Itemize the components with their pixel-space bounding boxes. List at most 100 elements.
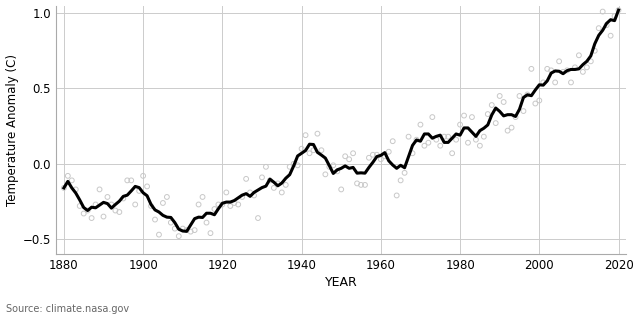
Point — [186, 229, 196, 234]
Point — [324, 164, 335, 169]
Point — [526, 66, 536, 71]
Y-axis label: Temperature Anomaly (C): Temperature Anomaly (C) — [6, 54, 19, 206]
Point — [486, 102, 497, 107]
Point — [463, 140, 473, 145]
Point — [372, 152, 382, 157]
Point — [197, 194, 207, 199]
Point — [142, 184, 152, 189]
Point — [130, 202, 140, 207]
Point — [86, 216, 97, 221]
Point — [241, 176, 252, 181]
Point — [530, 101, 540, 106]
Point — [95, 187, 105, 192]
Point — [261, 164, 271, 169]
Point — [233, 202, 243, 207]
Point — [594, 26, 604, 31]
Point — [479, 134, 489, 139]
Point — [562, 68, 572, 73]
Point — [439, 134, 449, 139]
Point — [308, 148, 319, 153]
Point — [399, 170, 410, 175]
Point — [336, 187, 346, 192]
Point — [229, 200, 239, 205]
Point — [522, 92, 532, 97]
Point — [178, 226, 188, 231]
Point — [202, 220, 212, 225]
Point — [320, 172, 330, 177]
Point — [225, 204, 236, 209]
Point — [392, 193, 402, 198]
Point — [90, 202, 100, 207]
Point — [209, 206, 220, 211]
Point — [138, 173, 148, 178]
Point — [305, 151, 315, 156]
Point — [471, 137, 481, 142]
Point — [364, 155, 374, 160]
Point — [451, 137, 461, 142]
Point — [356, 182, 366, 187]
Point — [419, 143, 429, 148]
Point — [114, 210, 124, 215]
Point — [605, 33, 616, 38]
Point — [447, 151, 457, 156]
Point — [245, 190, 255, 195]
Point — [253, 216, 263, 221]
Point — [340, 154, 350, 159]
Point — [491, 120, 501, 126]
Point — [415, 122, 426, 127]
Point — [118, 196, 129, 201]
Point — [173, 234, 184, 239]
Point — [483, 112, 493, 117]
Point — [558, 69, 568, 74]
Point — [609, 14, 620, 19]
Point — [511, 114, 521, 120]
Point — [312, 131, 323, 136]
Point — [396, 178, 406, 183]
Point — [348, 151, 358, 156]
Point — [221, 190, 232, 195]
Point — [280, 182, 291, 187]
Point — [550, 80, 560, 85]
Point — [276, 190, 287, 195]
Point — [63, 173, 73, 178]
Point — [106, 202, 116, 207]
Point — [249, 193, 259, 198]
Point — [383, 149, 394, 154]
Point — [459, 113, 469, 118]
Point — [296, 146, 307, 151]
Point — [150, 217, 160, 222]
Point — [455, 122, 465, 127]
Point — [257, 175, 267, 180]
Point — [475, 143, 485, 148]
Point — [292, 163, 303, 168]
Point — [110, 208, 120, 213]
Point — [376, 157, 386, 162]
Point — [75, 204, 85, 209]
Point — [495, 94, 505, 99]
Point — [431, 137, 442, 142]
Point — [122, 178, 132, 183]
Point — [193, 202, 204, 207]
Point — [162, 194, 172, 199]
Point — [166, 220, 176, 225]
Point — [273, 181, 283, 186]
Point — [265, 178, 275, 183]
Point — [70, 187, 81, 192]
Point — [285, 164, 295, 169]
Point — [67, 178, 77, 183]
Point — [586, 59, 596, 64]
Point — [566, 80, 576, 85]
Point — [79, 211, 89, 216]
Point — [435, 143, 445, 148]
Text: Source: climate.nasa.gov: Source: climate.nasa.gov — [6, 304, 129, 314]
Point — [368, 152, 378, 157]
Point — [158, 200, 168, 205]
Point — [578, 69, 588, 74]
Point — [499, 100, 509, 105]
Point — [613, 8, 623, 13]
Point — [443, 134, 453, 139]
Point — [154, 232, 164, 237]
Point — [502, 128, 513, 133]
Point — [542, 66, 552, 71]
Point — [380, 154, 390, 159]
